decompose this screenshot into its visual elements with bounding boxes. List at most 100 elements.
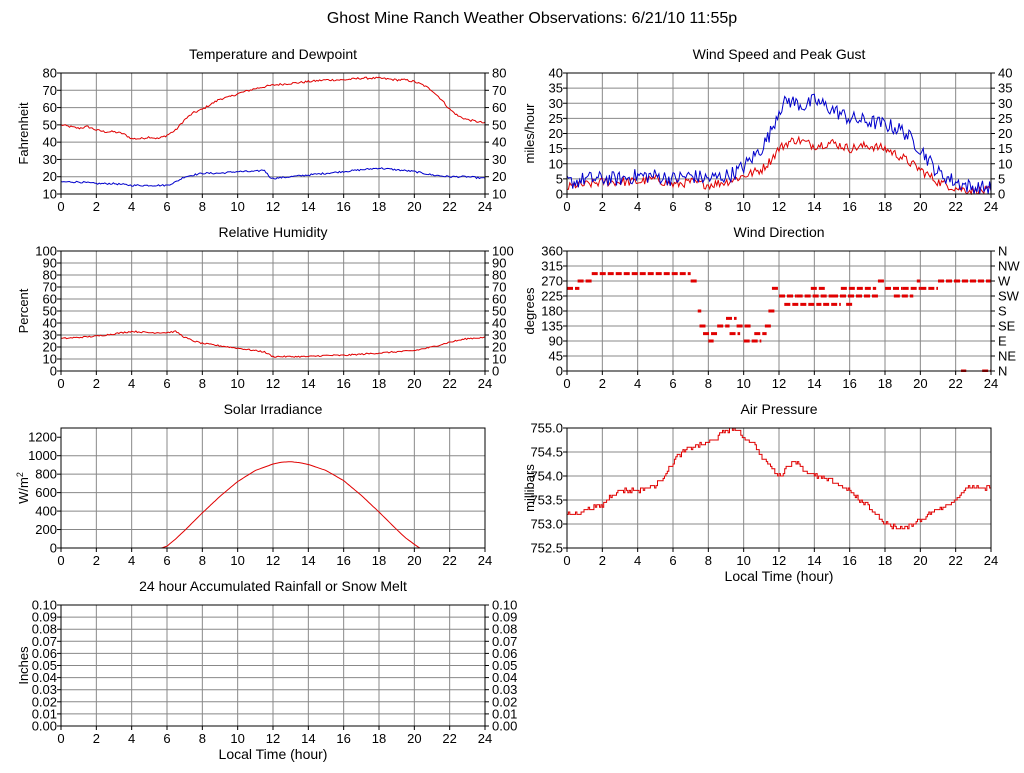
x-axis-label: Local Time (hour) [219, 746, 328, 762]
x-tick-label: 2 [599, 376, 606, 391]
x-tick-label: 16 [842, 553, 856, 568]
y-tick-label-right: 10 [998, 156, 1012, 171]
y-tick-label-right: 30 [492, 328, 506, 343]
x-tick-label: 12 [772, 553, 786, 568]
y-tick-label: 0.04 [32, 670, 57, 685]
y-tick-label-right: 0.00 [492, 719, 517, 734]
y-tick-label-right: 5 [998, 171, 1005, 186]
x-tick-label: 24 [984, 376, 998, 391]
x-tick-label: 2 [93, 553, 100, 568]
y-tick-label-right: 0.02 [492, 694, 517, 709]
y-tick-label: 40 [43, 316, 57, 331]
y-tick-label: 0 [556, 364, 563, 379]
x-tick-label: 2 [93, 731, 100, 746]
compass-label: SE [998, 319, 1016, 334]
x-tick-label: 0 [563, 376, 570, 391]
x-tick-label: 12 [266, 376, 280, 391]
x-tick-label: 14 [807, 199, 821, 214]
y-tick-label: 20 [43, 340, 57, 355]
x-tick-label: 12 [772, 376, 786, 391]
x-tick-label: 22 [948, 553, 962, 568]
x-tick-label: 16 [336, 376, 350, 391]
x-tick-label: 24 [478, 199, 492, 214]
series-line-blue [61, 167, 485, 187]
y-tick-label: 20 [43, 169, 57, 184]
y-tick-label: 60 [43, 100, 57, 115]
y-tick-label: 40 [43, 135, 57, 150]
x-tick-label: 20 [407, 199, 421, 214]
y-tick-label-right: 0.07 [492, 634, 517, 649]
y-tick-label-right: 20 [492, 340, 506, 355]
y-tick-label: 800 [35, 467, 57, 482]
y-tick-label: 754.0 [530, 469, 563, 484]
x-tick-label: 0 [563, 553, 570, 568]
y-tick-label: 10 [43, 187, 57, 202]
y-tick-label-right: 60 [492, 100, 506, 115]
y-tick-label-right: 50 [492, 304, 506, 319]
y-tick-label: 1200 [28, 430, 57, 445]
y-tick-label: 5 [556, 171, 563, 186]
y-axis-label-text: millibars [522, 464, 537, 512]
series-group [567, 427, 991, 530]
x-tick-label: 22 [442, 731, 456, 746]
y-tick-label-right: 40 [492, 135, 506, 150]
x-tick-label: 16 [842, 376, 856, 391]
y-tick-label-right: 40 [998, 66, 1012, 81]
y-tick-label: 752.5 [530, 541, 563, 556]
y-tick-label-right: 0.06 [492, 646, 517, 661]
y-tick-label: 135 [541, 319, 563, 334]
y-axis-label: Percent [16, 288, 31, 333]
y-tick-label-right: 20 [998, 126, 1012, 141]
x-tick-label: 10 [230, 553, 244, 568]
y-tick-label-right: 0 [492, 364, 499, 379]
y-tick-label: 0.06 [32, 646, 57, 661]
y-tick-label-right: 50 [492, 117, 506, 132]
y-tick-label: 0.09 [32, 610, 57, 625]
compass-label: NE [998, 349, 1016, 364]
x-tick-label: 14 [301, 376, 315, 391]
y-tick-label: 50 [43, 117, 57, 132]
y-tick-label-right: 30 [492, 152, 506, 167]
y-tick-label: 0.05 [32, 658, 57, 673]
y-tick-label: 400 [35, 504, 57, 519]
y-tick-label: 30 [43, 152, 57, 167]
y-tick-label-right: 15 [998, 141, 1012, 156]
y-tick-label: 20 [549, 126, 563, 141]
y-tick-label-right: 80 [492, 66, 506, 81]
y-tick-label: 10 [549, 156, 563, 171]
y-tick-label: 0.10 [32, 598, 57, 613]
x-tick-label: 10 [230, 376, 244, 391]
x-tick-label: 18 [372, 731, 386, 746]
y-tick-label: 30 [43, 328, 57, 343]
y-tick-label-right: 60 [492, 292, 506, 307]
chart-title: Relative Humidity [219, 224, 328, 240]
y-tick-label-right: 90 [492, 256, 506, 271]
x-tick-label: 20 [407, 376, 421, 391]
x-tick-label: 14 [301, 553, 315, 568]
x-tick-label: 2 [599, 199, 606, 214]
x-tick-label: 24 [984, 199, 998, 214]
y-tick-label: 1000 [28, 448, 57, 463]
chart-rain: 24 hour Accumulated Rainfall or Snow Mel… [16, 578, 517, 762]
y-tick-label: 754.5 [530, 445, 563, 460]
x-tick-label: 4 [128, 376, 135, 391]
y-tick-label-right: 30 [998, 96, 1012, 111]
x-tick-label: 8 [199, 199, 206, 214]
x-tick-label: 12 [266, 553, 280, 568]
x-tick-label: 24 [478, 553, 492, 568]
y-tick-label-right: 80 [492, 268, 506, 283]
x-tick-label: 24 [478, 376, 492, 391]
y-tick-label: 70 [43, 280, 57, 295]
x-tick-label: 22 [948, 376, 962, 391]
x-tick-label: 22 [948, 199, 962, 214]
compass-label: NW [998, 259, 1020, 274]
x-axis-label: Local Time (hour) [725, 568, 834, 584]
x-tick-label: 8 [199, 731, 206, 746]
x-tick-label: 14 [807, 553, 821, 568]
y-tick-label: 80 [43, 66, 57, 81]
x-tick-label: 22 [442, 199, 456, 214]
y-tick-label: 0 [556, 187, 563, 202]
series-group [61, 76, 485, 187]
compass-label: N [998, 244, 1007, 259]
